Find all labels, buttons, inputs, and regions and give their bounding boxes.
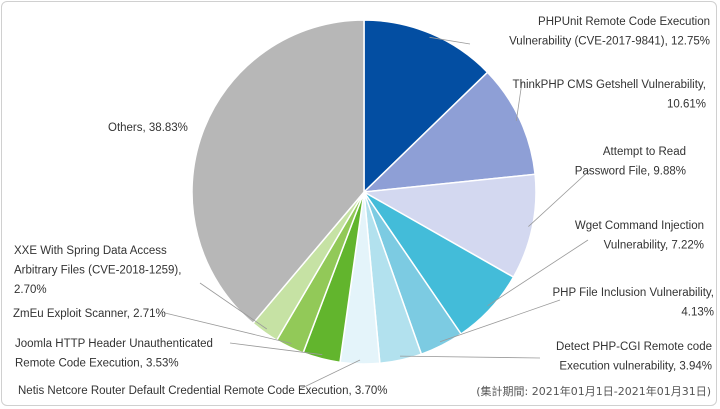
slice-label-4: PHP File Inclusion Vulnerability, 4.13% [553,287,715,319]
period-note: (集計期間: 2021年01月1日-2021年01月31日) [476,384,711,398]
pie-slices [191,19,537,365]
leader-line-0 [429,36,471,45]
leader-line-2 [528,169,591,227]
slice-label-8-line-0: ZmEu Exploit Scanner, 2.71% [13,308,166,320]
pie-slice-0 [363,19,489,194]
slice-label-4-line-0: PHP File Inclusion Vulnerability, [553,287,715,299]
slice-label-2: Attempt to Read Password File, 9.88% [575,146,686,178]
slice-label-4-line-1: 4.13% [681,307,714,319]
slice-label-10: Others, 38.83% [108,122,188,134]
slice-label-6: Netis Netcore Router Default Credential … [18,385,387,397]
leader-lines [164,36,591,390]
slice-label-5: Detect PHP-CGI Remote code Execution vuln… [556,341,712,373]
slice-label-6-line-0: Netis Netcore Router Default Credential … [18,385,387,397]
pie-slice-2 [361,173,537,279]
leader-line-4 [439,299,561,343]
slice-label-7-line-0: Joomla HTTP Header Unauthenticated [15,338,213,350]
leader-line-7 [229,342,323,356]
slice-label-1-line-0: ThinkPHP CMS Getshell Vulnerability, [513,79,706,91]
pie-slice-10 [191,19,365,325]
slice-labels: PHPUnit Remote Code Execution Vulnerabili… [13,16,714,397]
slice-label-5-line-1: Execution vulnerability, 3.94% [559,361,712,373]
leader-line-6 [299,359,361,390]
slice-label-3: Wget Command Injection Vulnerability, 7.2… [575,220,704,252]
slice-label-2-line-0: Attempt to Read [603,146,686,158]
leader-line-5 [399,355,541,359]
slice-label-7: Joomla HTTP Header Unauthenticated Remote… [15,338,213,370]
pie-slice-1 [361,71,536,193]
slice-label-1-line-1: 10.61% [667,99,706,111]
leader-line-3 [487,239,589,307]
slice-label-5-line-0: Detect PHP-CGI Remote code [556,341,712,353]
slice-label-3-line-0: Wget Command Injection [575,220,704,232]
slice-label-9: XXE With Spring Data Access Arbitrary Fil… [14,245,181,296]
slice-label-0-line-0: PHPUnit Remote Code Execution [538,16,710,28]
leader-line-9 [199,282,268,330]
slice-label-0: PHPUnit Remote Code Execution Vulnerabili… [509,16,710,48]
slice-label-7-line-1: Remote Code Execution, 3.53% [15,358,179,370]
slice-label-0-line-1: Vulnerability (CVE-2017-9841), 12.75% [509,36,710,48]
leader-line-1 [515,81,523,122]
slice-label-9-line-0: XXE With Spring Data Access [14,245,167,257]
slice-label-9-line-2: 2.70% [14,284,47,296]
slice-label-1: ThinkPHP CMS Getshell Vulnerability, 10.6… [513,79,706,111]
slice-label-9-line-1: Arbitrary Files (CVE-2018-1259), [14,265,181,277]
slice-label-8: ZmEu Exploit Scanner, 2.71% [13,308,166,320]
slice-label-2-line-1: Password File, 9.88% [575,166,686,178]
leader-line-8 [164,312,292,344]
slice-label-3-line-1: Vulnerability, 7.22% [604,240,704,252]
slice-label-10-line-0: Others, 38.83% [108,122,188,134]
